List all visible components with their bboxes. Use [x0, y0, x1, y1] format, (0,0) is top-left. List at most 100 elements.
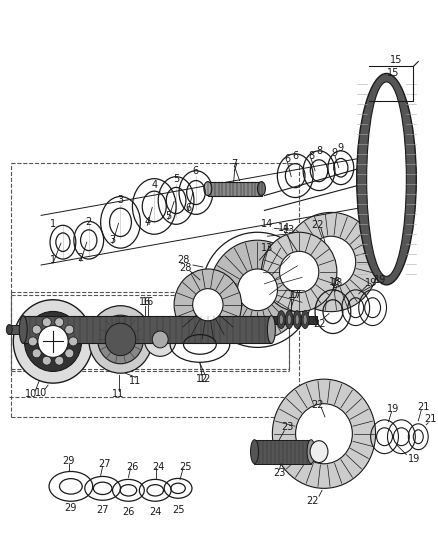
Ellipse shape [287, 314, 291, 325]
Ellipse shape [307, 440, 315, 464]
FancyBboxPatch shape [23, 316, 272, 343]
Text: 19: 19 [374, 275, 387, 285]
Text: 27: 27 [99, 458, 111, 469]
Text: 12: 12 [196, 374, 208, 384]
Ellipse shape [272, 379, 376, 488]
Text: 2: 2 [85, 217, 92, 228]
Text: 21: 21 [424, 414, 436, 424]
Ellipse shape [105, 323, 136, 356]
Ellipse shape [42, 318, 51, 327]
Text: 12: 12 [199, 374, 211, 384]
Ellipse shape [28, 337, 37, 346]
Text: 1: 1 [50, 255, 56, 265]
Ellipse shape [55, 318, 64, 327]
Text: 18: 18 [329, 277, 341, 287]
Ellipse shape [301, 311, 309, 328]
Text: 26: 26 [122, 507, 134, 517]
Text: 13: 13 [261, 243, 273, 253]
Text: 26: 26 [126, 462, 138, 472]
Text: 15: 15 [387, 68, 399, 78]
Text: 29: 29 [65, 503, 77, 513]
Text: 1: 1 [50, 219, 56, 229]
Text: 5: 5 [165, 212, 171, 221]
Text: 7: 7 [232, 159, 238, 169]
Ellipse shape [279, 314, 283, 325]
Text: 6: 6 [185, 204, 191, 213]
Text: 21: 21 [417, 402, 429, 412]
Text: 19: 19 [387, 404, 399, 414]
Text: 19: 19 [408, 454, 420, 464]
Ellipse shape [144, 322, 176, 357]
Ellipse shape [277, 311, 285, 328]
Ellipse shape [261, 232, 337, 312]
Text: 15: 15 [390, 54, 403, 64]
Text: 22: 22 [313, 319, 325, 328]
Text: 16: 16 [139, 297, 152, 306]
Ellipse shape [32, 325, 41, 334]
Text: 14: 14 [261, 219, 273, 229]
Ellipse shape [306, 236, 356, 288]
Ellipse shape [89, 306, 152, 373]
Text: 25: 25 [172, 505, 184, 515]
Text: 10: 10 [25, 389, 37, 399]
Ellipse shape [42, 356, 51, 365]
Text: 11: 11 [113, 389, 125, 399]
Ellipse shape [7, 325, 12, 335]
Text: 6: 6 [292, 151, 298, 161]
Ellipse shape [55, 356, 64, 365]
Ellipse shape [303, 314, 307, 325]
Ellipse shape [65, 349, 74, 358]
Ellipse shape [293, 311, 301, 328]
Ellipse shape [258, 182, 265, 196]
Text: 17: 17 [290, 290, 302, 300]
Text: 18: 18 [331, 278, 343, 288]
Text: 9: 9 [338, 143, 344, 153]
Text: 14: 14 [278, 223, 290, 233]
Ellipse shape [268, 316, 276, 343]
Ellipse shape [251, 440, 258, 464]
Text: 11: 11 [129, 376, 141, 386]
Text: 13: 13 [283, 225, 295, 235]
Ellipse shape [174, 269, 242, 341]
Text: 7: 7 [232, 163, 238, 173]
Text: 24: 24 [152, 462, 164, 472]
Text: 9: 9 [332, 148, 338, 158]
Text: 19: 19 [364, 278, 377, 288]
Ellipse shape [296, 403, 352, 464]
Text: 24: 24 [149, 507, 162, 517]
Bar [208, 182, 262, 196]
Text: 10: 10 [35, 388, 47, 398]
Bar [8, 325, 26, 335]
Text: 23: 23 [273, 469, 286, 479]
Ellipse shape [283, 213, 378, 312]
Text: 4: 4 [151, 180, 157, 190]
Ellipse shape [193, 289, 223, 321]
Text: 8: 8 [316, 146, 322, 156]
Ellipse shape [152, 331, 168, 348]
Text: 6: 6 [193, 166, 199, 176]
Ellipse shape [210, 240, 305, 340]
FancyBboxPatch shape [254, 440, 311, 464]
Text: 25: 25 [179, 462, 191, 472]
Ellipse shape [295, 314, 299, 325]
Ellipse shape [237, 269, 278, 311]
Bar [273, 316, 317, 324]
Text: 22: 22 [306, 496, 318, 506]
Ellipse shape [285, 311, 293, 328]
Text: 27: 27 [96, 505, 109, 515]
Text: 16: 16 [142, 297, 155, 306]
Text: 6: 6 [284, 154, 290, 164]
Ellipse shape [38, 326, 68, 357]
Ellipse shape [19, 316, 27, 343]
Text: 28: 28 [177, 255, 189, 265]
Ellipse shape [65, 325, 74, 334]
Ellipse shape [98, 315, 143, 364]
Ellipse shape [367, 82, 406, 277]
Text: 5: 5 [173, 174, 179, 184]
Ellipse shape [204, 182, 212, 196]
Text: 23: 23 [281, 422, 293, 432]
Ellipse shape [357, 74, 416, 285]
Ellipse shape [69, 337, 78, 346]
Text: 17: 17 [288, 290, 300, 300]
Ellipse shape [279, 252, 319, 293]
